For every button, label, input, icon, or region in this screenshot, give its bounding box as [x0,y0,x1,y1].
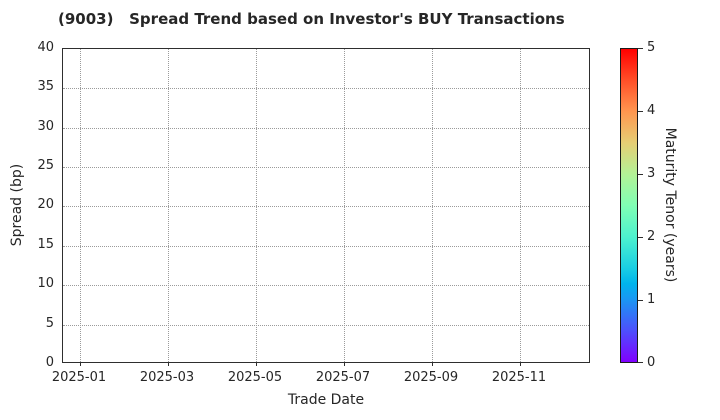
x-axis-tick [256,362,257,366]
h-gridline [63,128,589,129]
colorbar-tick [638,362,643,363]
v-gridline [344,49,345,362]
x-tick-label: 2025-09 [403,370,459,385]
colorbar-tick-label: 5 [647,40,656,55]
h-gridline [63,325,589,326]
h-gridline [63,285,589,286]
v-gridline [432,49,433,362]
colorbar-gradient [620,48,638,363]
x-axis-tick [520,362,521,366]
x-tick-label: 2025-11 [491,370,547,385]
v-gridline [168,49,169,362]
x-axis-tick [344,362,345,366]
v-gridline [256,49,257,362]
y-tick-label: 30 [37,119,54,134]
h-gridline [63,167,589,168]
colorbar-tick [638,48,643,49]
x-axis-title: Trade Date [287,392,365,408]
colorbar-tick [638,237,643,238]
y-tick-label: 40 [37,40,54,55]
x-tick-label: 2025-03 [139,370,195,385]
colorbar-tick-label: 4 [647,103,656,118]
x-axis-tick [432,362,433,366]
v-gridline [80,49,81,362]
y-tick-label: 5 [45,316,54,331]
x-axis-tick [80,362,81,366]
colorbar-tick-label: 3 [647,166,656,181]
y-tick-label: 25 [37,158,54,173]
colorbar-tick [638,300,643,301]
colorbar-tick [638,174,643,175]
colorbar-tick-label: 1 [647,292,656,307]
y-axis-title: Spread (bp) [9,163,25,247]
colorbar-tick-label: 0 [647,355,656,370]
colorbar-tick [638,111,643,112]
v-gridline [520,49,521,362]
h-gridline [63,246,589,247]
h-gridline [63,88,589,89]
colorbar-title: Maturity Tenor (years) [662,127,678,283]
y-tick-label: 0 [45,355,54,370]
colorbar-tick-label: 2 [647,229,656,244]
x-axis-tick [168,362,169,366]
chart-title: (9003) Spread Trend based on Investor's … [58,10,565,28]
y-tick-label: 20 [37,197,54,212]
plot-area [62,48,590,366]
y-tick-label: 15 [37,237,54,252]
h-gridline [63,206,589,207]
y-tick-label: 10 [37,276,54,291]
x-tick-label: 2025-01 [51,370,107,385]
y-tick-label: 35 [37,79,54,94]
x-tick-label: 2025-07 [315,370,371,385]
x-tick-label: 2025-05 [227,370,283,385]
